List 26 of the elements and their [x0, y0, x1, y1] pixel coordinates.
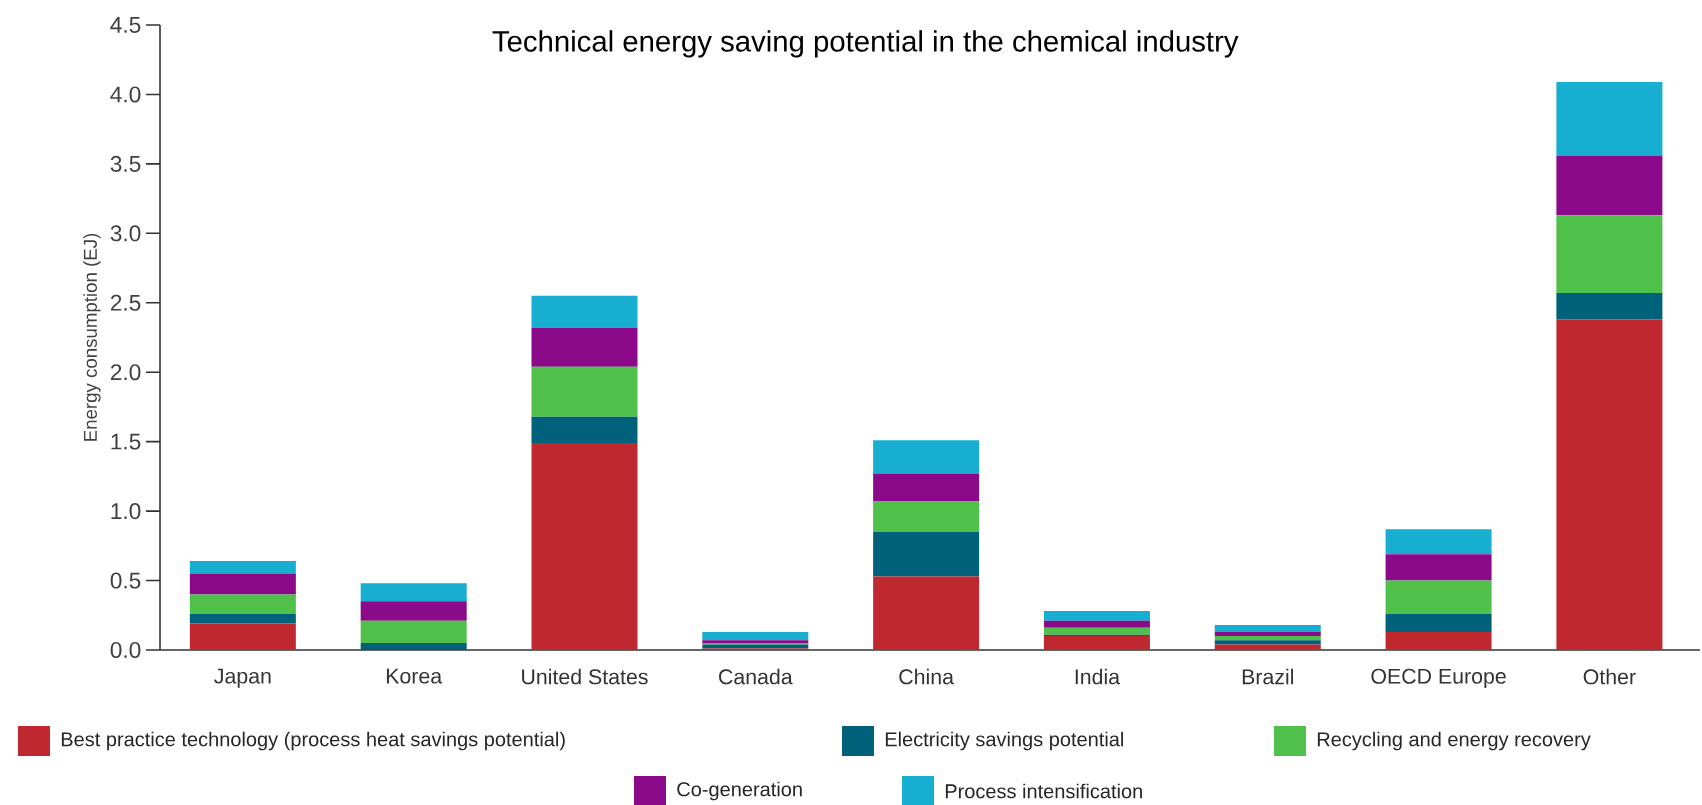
- legend-label: Recycling and energy recovery: [1317, 731, 1591, 751]
- y-tick-label: 1.5: [111, 433, 141, 450]
- y-tick-label: 4.0: [110, 86, 141, 103]
- x-tick-label: Japan: [214, 668, 271, 688]
- legend-label: Co-generation: [677, 781, 802, 801]
- legend-label: Electricity savings potential: [885, 731, 1123, 751]
- x-tick-label: China: [899, 668, 954, 685]
- x-tick-label: Brazil: [1242, 668, 1293, 685]
- legend-label: Process intensification: [945, 783, 1142, 799]
- y-tick-label: 0.0: [110, 641, 141, 659]
- x-tick-label: Korea: [386, 668, 443, 684]
- y-tick-label: 4.5: [110, 17, 141, 33]
- x-tick-label: India: [1075, 668, 1121, 685]
- y-tick-label: 2.0: [110, 364, 141, 381]
- y-tick-label: 3.5: [110, 155, 141, 172]
- y-tick-label: 0.5: [110, 572, 141, 589]
- chart-title: Technical energy saving potential in the chemical industry: [492, 30, 1239, 58]
- y-axis-title: Energy consumption (EJ): [83, 233, 101, 441]
- x-tick-label: Canada: [719, 668, 793, 685]
- y-tick-label: 2.5: [110, 294, 141, 311]
- legend-label: Best practice technology (process heat savings potential): [61, 731, 565, 751]
- y-tick-label: 1.0: [111, 503, 141, 520]
- x-tick-label: OECD Europe: [1371, 668, 1506, 689]
- x-tick-label: United States: [522, 668, 648, 685]
- y-tick-label: 3.0: [110, 225, 141, 242]
- x-tick-label: Other: [1583, 668, 1636, 685]
